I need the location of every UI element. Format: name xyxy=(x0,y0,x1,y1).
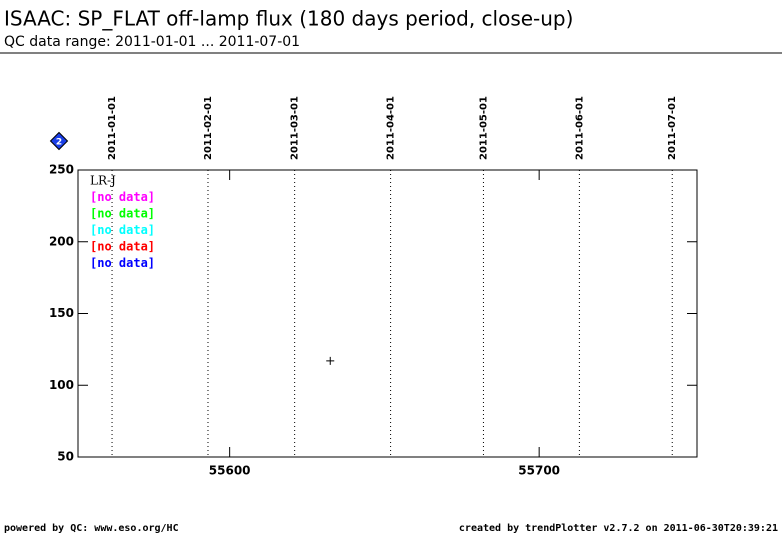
y-tick-label: 100 xyxy=(49,378,74,392)
legend-entry: [no data] xyxy=(90,240,155,254)
legend-entry: [no data] xyxy=(90,223,155,237)
footer-right: created by trendPlotter v2.7.2 on 2011-0… xyxy=(459,523,778,534)
y-tick-label: 150 xyxy=(49,306,74,320)
date-label: 2011-01-01 xyxy=(107,96,118,160)
date-label: 2011-04-01 xyxy=(386,96,397,160)
legend-title: LR-J xyxy=(90,174,116,188)
date-label: 2011-07-01 xyxy=(667,96,678,160)
date-label: 2011-02-01 xyxy=(203,96,214,160)
date-label: 2011-03-01 xyxy=(290,96,301,160)
legend-entry: [no data] xyxy=(90,256,155,270)
date-label: 2011-06-01 xyxy=(574,96,585,160)
point xyxy=(326,356,335,365)
footer-left: powered by QC: www.eso.org/HC xyxy=(4,523,179,534)
date-label: 2011-05-01 xyxy=(478,96,489,160)
badge: 2 xyxy=(56,138,62,148)
y-tick-label: 50 xyxy=(57,450,74,464)
chart-subtitle: QC data range: 2011-01-01 ... 2011-07-01 xyxy=(4,34,300,50)
legend-entry: [no data] xyxy=(90,190,155,204)
chart-title: ISAAC: SP_FLAT off-lamp flux (180 days p… xyxy=(4,7,573,31)
plot-frame xyxy=(77,169,698,458)
x-tick-label: 55700 xyxy=(518,464,560,478)
y-tick-label: 250 xyxy=(49,163,74,177)
x-tick-label: 55600 xyxy=(209,464,251,478)
badge-icon xyxy=(49,131,69,151)
legend-entry: [no data] xyxy=(90,207,155,221)
y-tick-label: 200 xyxy=(49,234,74,248)
